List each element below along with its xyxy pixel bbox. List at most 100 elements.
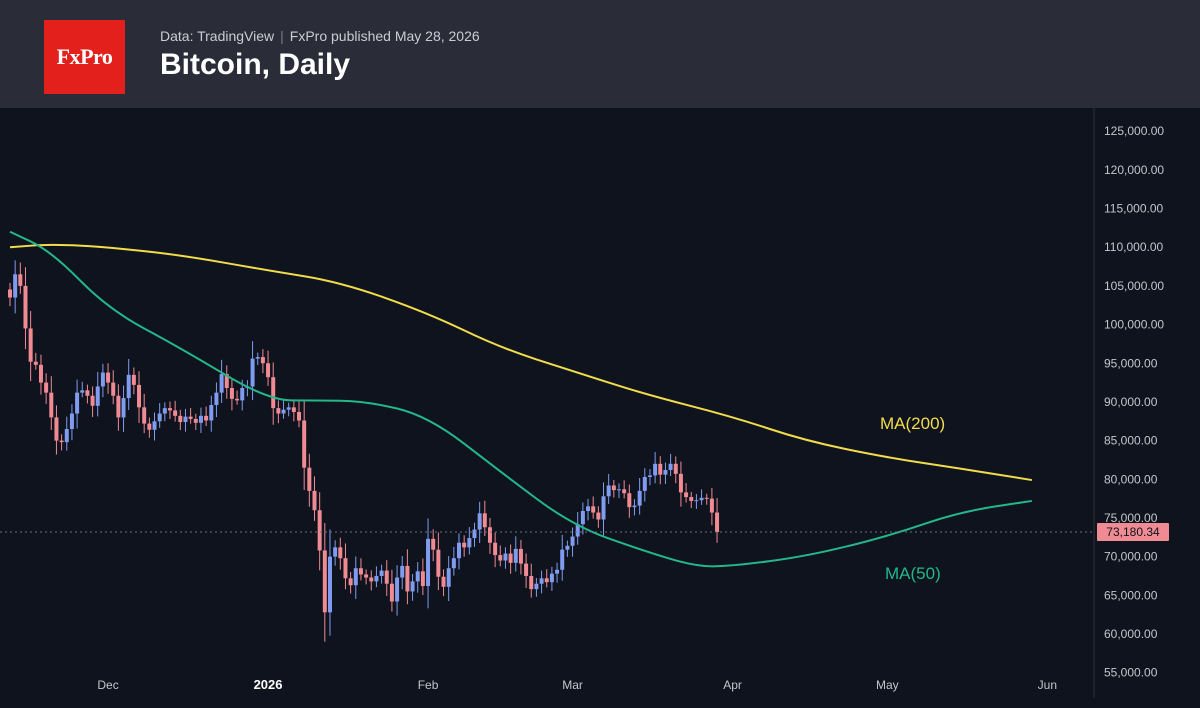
candle-body <box>405 565 410 592</box>
candle <box>415 562 420 593</box>
candle <box>173 400 178 422</box>
candle <box>658 456 663 485</box>
candle <box>420 558 425 596</box>
candle-body <box>338 547 343 559</box>
candle <box>18 262 23 294</box>
candle <box>529 563 534 598</box>
candle-body <box>586 506 591 511</box>
candle <box>668 453 673 477</box>
candlestick-series <box>8 260 720 642</box>
candle-body <box>286 407 291 410</box>
candle <box>235 390 240 405</box>
candle-body <box>457 542 462 559</box>
candle-body <box>219 374 224 393</box>
candle <box>503 547 508 569</box>
candle-body <box>333 547 338 557</box>
fxpro-logo: FxPro <box>44 20 125 94</box>
candle <box>307 453 312 507</box>
candle-body <box>64 429 69 443</box>
candle-body <box>673 463 678 474</box>
candle-body <box>307 467 312 491</box>
candle <box>684 483 689 503</box>
separator: | <box>280 28 284 44</box>
candle <box>333 540 338 566</box>
candle <box>131 367 136 395</box>
candle <box>451 546 456 576</box>
candle <box>653 452 658 484</box>
x-tick-label: Dec <box>97 678 118 692</box>
candle-body <box>544 578 549 583</box>
candle <box>219 359 224 404</box>
candle-body <box>126 374 131 399</box>
candle-body <box>451 558 456 569</box>
candle-body <box>44 382 49 393</box>
y-tick-label: 65,000.00 <box>1104 588 1158 602</box>
candle <box>678 461 683 507</box>
x-tick-label: May <box>876 678 899 692</box>
candle <box>493 532 498 568</box>
candle-body <box>431 538 436 550</box>
candle <box>157 403 162 428</box>
candle-body <box>704 497 709 499</box>
candle-body <box>173 410 178 416</box>
candle-body <box>312 490 317 511</box>
candle <box>606 473 611 504</box>
candle <box>95 371 100 417</box>
candle <box>33 352 38 370</box>
candle <box>59 434 64 451</box>
candle-body <box>100 372 105 387</box>
candle <box>575 512 580 545</box>
candle <box>327 529 332 636</box>
candle <box>291 399 296 422</box>
y-tick-label: 75,000.00 <box>1104 511 1158 525</box>
candle <box>570 527 575 557</box>
candle <box>229 378 234 411</box>
candle-body <box>668 463 673 471</box>
y-axis: 55,000.00 60,000.00 65,000.00 70,000.00 75,0… <box>1104 124 1164 679</box>
candle <box>100 363 105 398</box>
candle-body <box>575 524 580 537</box>
candle <box>193 413 198 430</box>
candle-body <box>389 583 394 602</box>
candle-body <box>606 485 611 497</box>
candle-body <box>116 395 121 418</box>
candle <box>214 382 219 418</box>
candle <box>518 539 523 575</box>
candle <box>555 562 560 583</box>
candle <box>395 565 400 616</box>
candle <box>364 569 369 585</box>
candle-body <box>632 505 637 508</box>
candle-body <box>395 577 400 602</box>
candle-body <box>18 274 23 286</box>
y-tick-label: 105,000.00 <box>1104 279 1164 293</box>
candle-body <box>709 498 714 513</box>
candle-body <box>642 476 647 491</box>
ma-labels: MA(200) MA(50) <box>880 414 945 583</box>
candle <box>322 522 327 642</box>
candle-body <box>616 489 621 491</box>
candle <box>302 400 307 490</box>
candle <box>152 412 157 441</box>
candle <box>260 349 265 374</box>
x-tick-label: Feb <box>418 678 439 692</box>
ma200-label: MA(200) <box>880 414 945 433</box>
candle-body <box>54 417 59 441</box>
candle-body <box>137 384 142 408</box>
candle <box>147 417 152 438</box>
candle-body <box>157 413 162 422</box>
candle <box>338 537 343 570</box>
candle <box>54 405 59 455</box>
candle-body <box>162 408 167 414</box>
candle <box>462 535 467 557</box>
candle-body <box>503 553 508 561</box>
candle <box>565 540 570 557</box>
candle <box>348 571 353 594</box>
candle <box>44 373 49 404</box>
candle-body <box>658 463 663 475</box>
candle <box>534 577 539 597</box>
candle <box>374 566 379 588</box>
candle-body <box>111 382 116 396</box>
candle-body <box>415 571 420 582</box>
candle <box>616 483 621 499</box>
x-axis: Dec 2026 Feb Mar Apr May Jun <box>97 677 1057 692</box>
